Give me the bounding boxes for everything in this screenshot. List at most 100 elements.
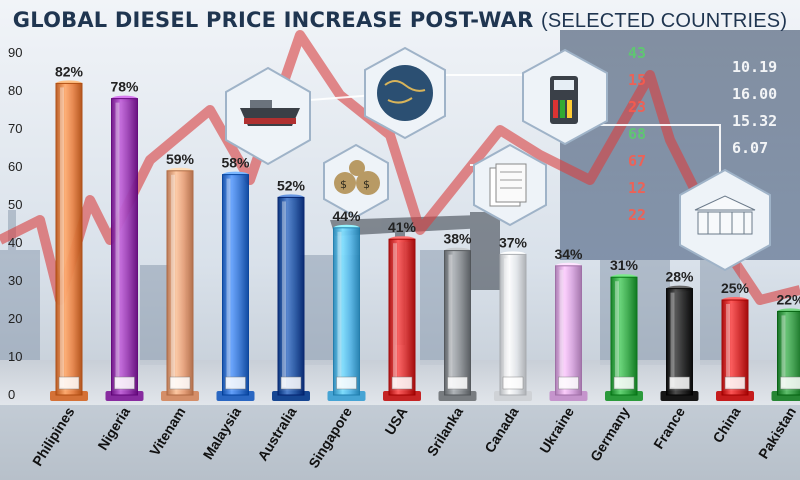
value-label: 34% [554, 246, 583, 262]
chart-title: GLOBAL DIESEL PRICE INCREASE POST-WAR (S… [0, 8, 800, 33]
category-label: Australia [254, 404, 299, 463]
bar [277, 196, 305, 396]
bar [55, 82, 83, 396]
flag-badge-icon [558, 376, 579, 390]
bar-highlight [282, 201, 286, 387]
category-label: Philipines [29, 404, 78, 469]
flag-badge-icon [391, 376, 413, 390]
bar-highlight [115, 102, 120, 387]
flag-badge-icon [336, 376, 357, 390]
bar-highlight [60, 87, 64, 388]
y-tick-label: 30 [8, 273, 22, 288]
ticker-value: 68 [628, 125, 646, 143]
value-label: 78% [110, 79, 139, 95]
bar [333, 227, 360, 396]
ticker-value: 43 [628, 44, 646, 62]
bar-highlight [448, 254, 453, 387]
value-label: 25% [721, 280, 750, 296]
category-label: Ukraine [536, 404, 577, 456]
value-label: 82% [55, 63, 84, 79]
flag-badge-icon [724, 376, 746, 390]
value-label: 22% [776, 291, 800, 307]
bar-highlight [171, 174, 175, 387]
value-label: 44% [332, 208, 361, 224]
ticker-value: 15 [628, 71, 646, 89]
bar [444, 250, 471, 396]
flag-badge-icon [114, 376, 135, 390]
bar [111, 98, 138, 396]
bar [555, 265, 582, 396]
bar-highlight [615, 281, 619, 387]
bar-highlight [781, 315, 786, 387]
category-label: Vitenam [146, 404, 188, 458]
flag-badge-icon [169, 376, 191, 390]
fuel-pump-icon [522, 48, 608, 146]
bar-highlight [726, 304, 730, 387]
ticker-price: 10.19 [732, 58, 777, 76]
category-label: Malaysia [200, 404, 245, 462]
svg-text:$: $ [340, 178, 347, 191]
flag-badge-icon [669, 376, 690, 390]
bar-highlight [393, 243, 397, 387]
category-label: Nigeria [94, 404, 133, 453]
ticker-price: 16.00 [732, 85, 777, 103]
bar [388, 238, 416, 396]
value-label: 41% [388, 219, 417, 235]
ticker-value: 22 [628, 206, 646, 224]
flag-badge-icon [225, 376, 246, 390]
bar [499, 253, 527, 396]
y-tick-label: 40 [8, 235, 22, 250]
bar-highlight [337, 231, 342, 387]
category-label: France [650, 404, 688, 452]
svg-text:$: $ [363, 178, 370, 191]
value-label: 59% [166, 151, 195, 167]
y-tick-label: 0 [8, 387, 15, 402]
flag-badge-icon [502, 376, 524, 390]
y-tick-label: 70 [8, 121, 22, 136]
globe-network-icon [364, 46, 446, 140]
y-tick-label: 20 [8, 311, 22, 326]
ticker-value: 23 [628, 98, 646, 116]
bar [610, 276, 638, 396]
money-bags-icon: $ $ [323, 143, 389, 219]
flag-badge-icon [447, 376, 468, 390]
value-label: 58% [221, 155, 250, 171]
chart-title-sub: (SELECTED COUNTRIES) [540, 10, 788, 32]
category-label: Srilanka [424, 404, 467, 459]
category-label: Singapore [305, 404, 355, 471]
bar [166, 170, 194, 396]
chart-title-main: GLOBAL DIESEL PRICE INCREASE POST-WAR [12, 8, 534, 32]
ticker-price: 15.32 [732, 112, 777, 130]
y-tick-label: 90 [8, 45, 22, 60]
bar-highlight [559, 269, 564, 387]
documents-icon [473, 143, 547, 227]
bar-highlight [670, 292, 675, 387]
oil-tanker-icon [225, 66, 311, 166]
category-label: China [709, 404, 743, 446]
flag-badge-icon [780, 376, 800, 390]
value-label: 37% [499, 234, 528, 250]
government-building-icon [679, 168, 771, 272]
stock-ticker-numbers: 43 15 23 68 67 12 22 10.19 16.00 15.32 6.07 [628, 44, 777, 224]
bar [777, 310, 800, 396]
ticker-value: 67 [628, 152, 646, 170]
ticker-price: 6.07 [732, 139, 768, 157]
value-label: 52% [277, 177, 306, 193]
y-tick-label: 60 [8, 159, 22, 174]
category-label: Canada [481, 404, 521, 456]
flag-badge-icon [613, 376, 635, 390]
bar-highlight [504, 258, 508, 387]
flag-badge-icon [58, 376, 80, 390]
bar-highlight [226, 178, 231, 387]
ticker-value: 12 [628, 179, 646, 197]
category-label: USA [381, 404, 410, 438]
category-label: Pakistan [755, 404, 799, 461]
bar [222, 174, 249, 396]
value-label: 28% [665, 269, 694, 285]
y-tick-label: 80 [8, 83, 22, 98]
y-tick-label: 10 [8, 349, 22, 364]
value-label: 38% [443, 231, 472, 247]
category-label: Germany [587, 404, 633, 464]
